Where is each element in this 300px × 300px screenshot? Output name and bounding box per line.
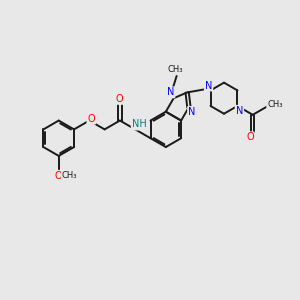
- Text: N: N: [205, 80, 212, 91]
- Text: N: N: [167, 87, 174, 98]
- Text: O: O: [55, 171, 62, 181]
- Text: O: O: [115, 94, 123, 104]
- Text: CH₃: CH₃: [168, 65, 184, 74]
- Text: O: O: [246, 132, 253, 142]
- Text: CH₃: CH₃: [267, 100, 283, 109]
- Text: NH: NH: [132, 119, 146, 130]
- Text: N: N: [236, 106, 243, 116]
- Text: CH₃: CH₃: [62, 171, 77, 180]
- Text: O: O: [88, 114, 95, 124]
- Text: N: N: [188, 107, 196, 117]
